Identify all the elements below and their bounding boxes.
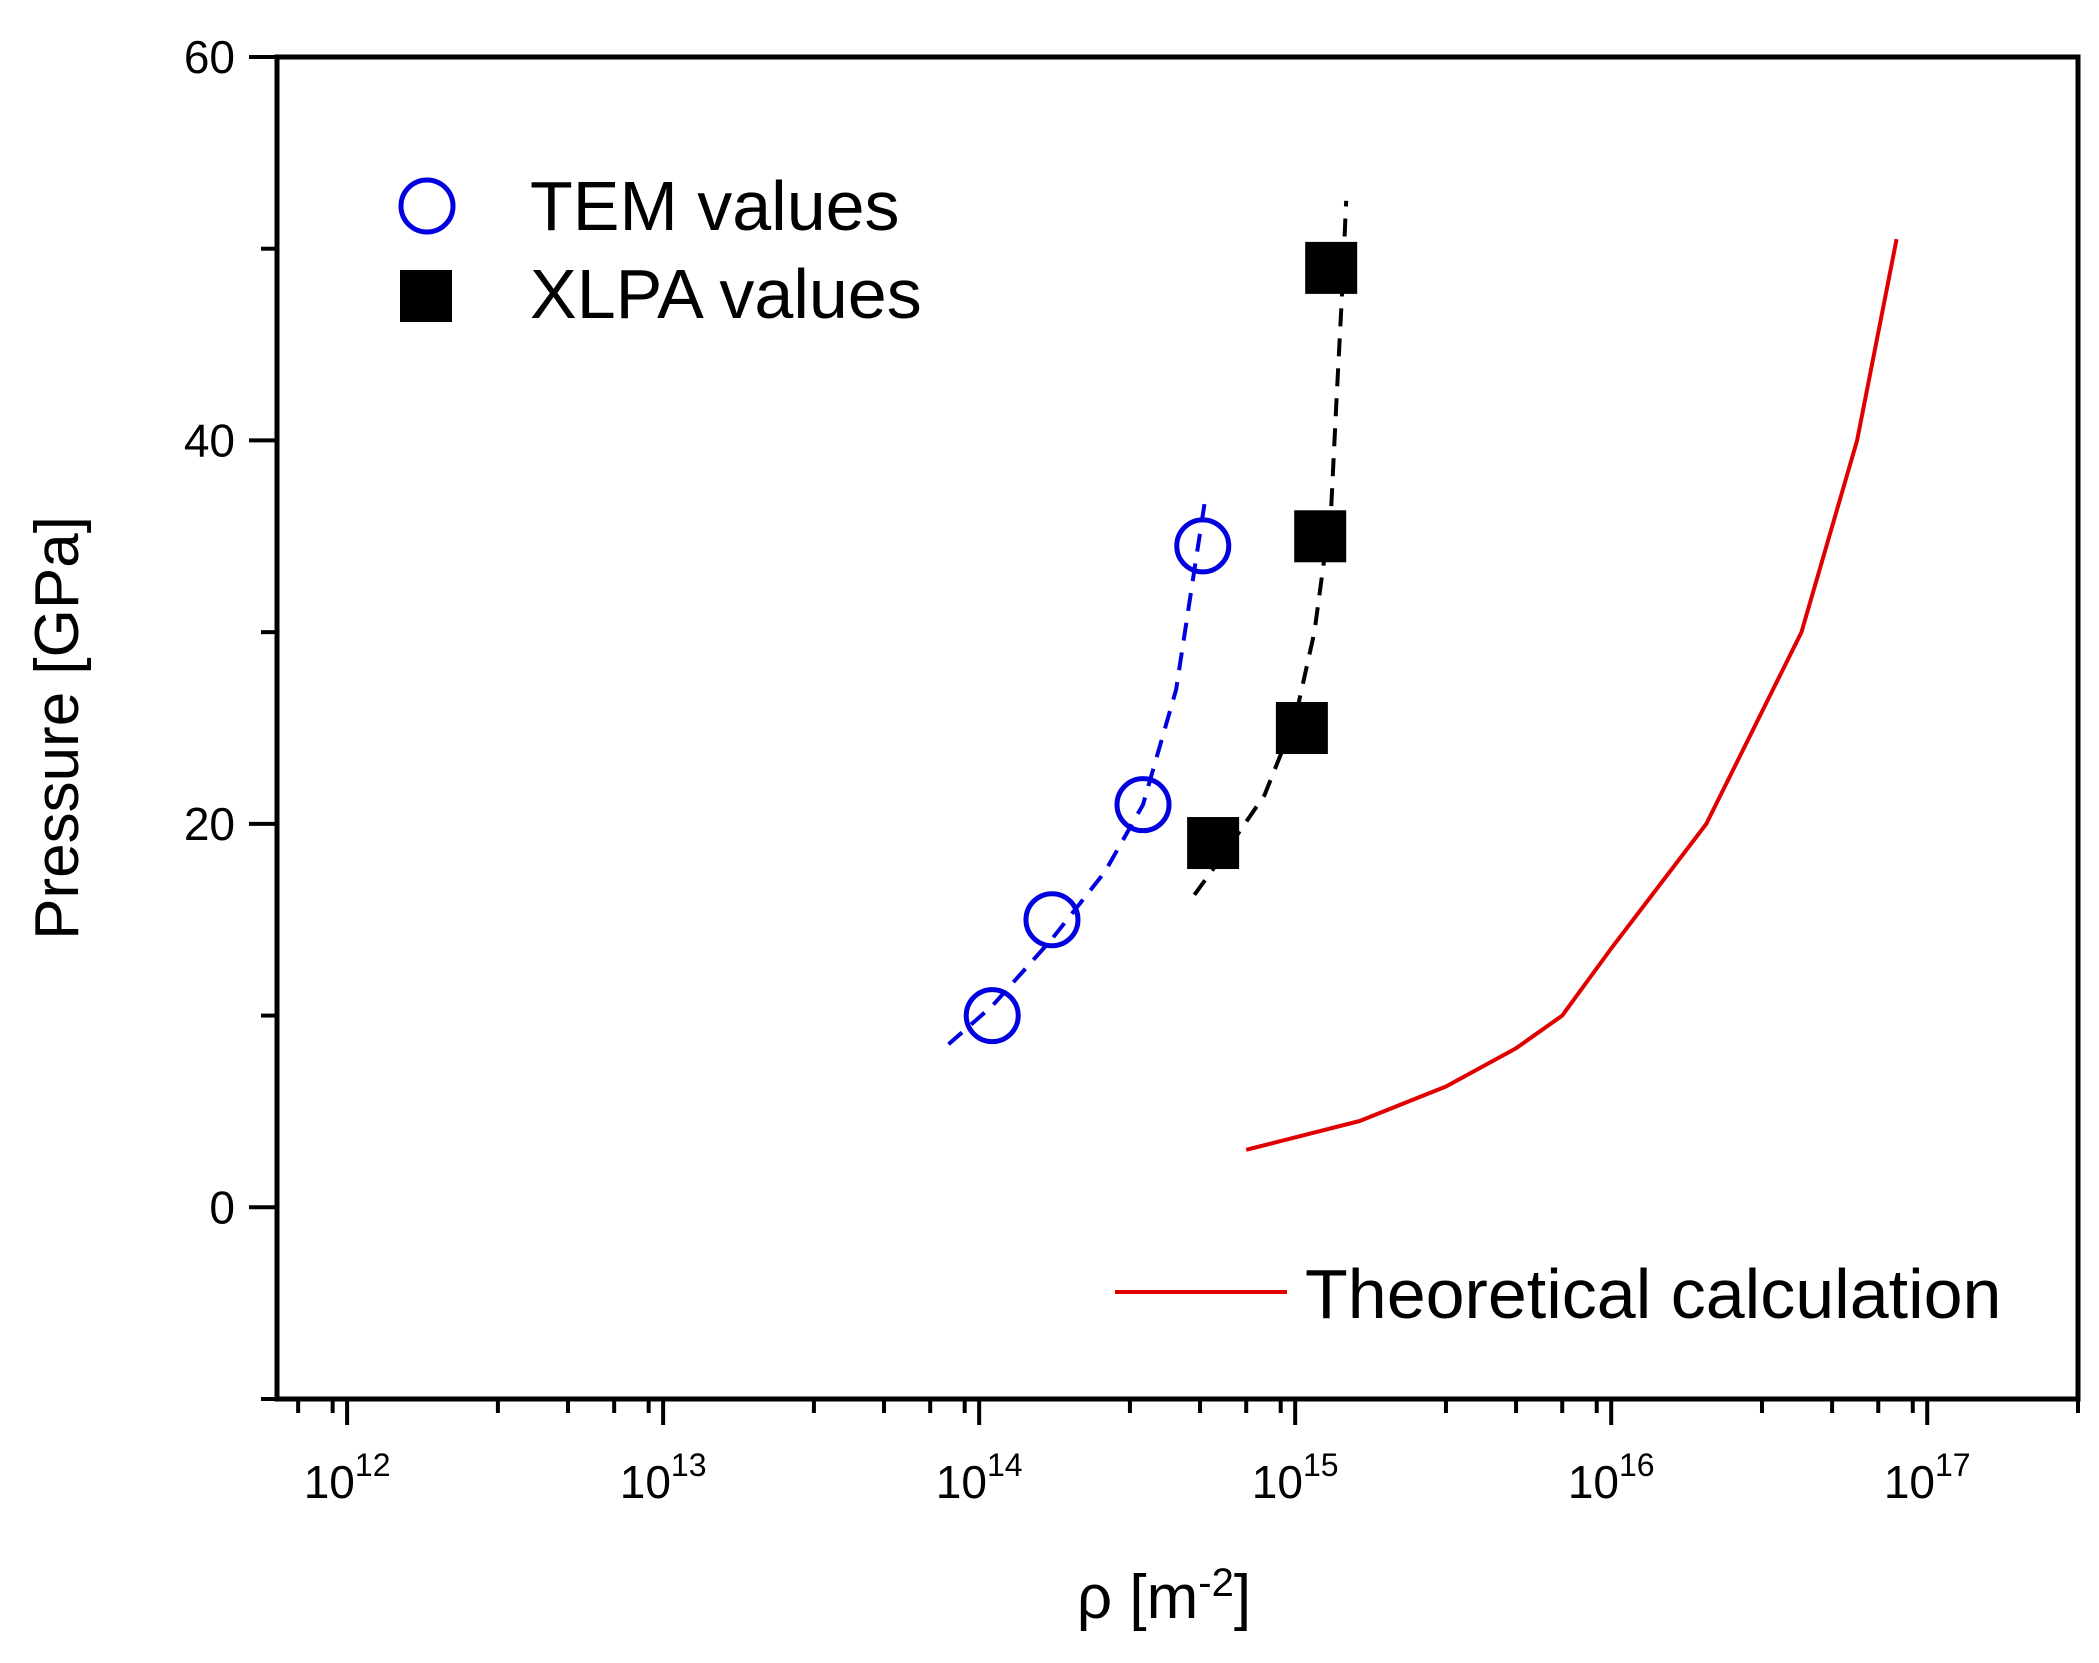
x-tick-label-base: 10 [1884, 1456, 1935, 1508]
legend-xlpa-label: XLPA values [530, 255, 922, 333]
legend-tem-label: TEM values [530, 167, 900, 245]
legend-top: TEM values XLPA values [398, 167, 922, 333]
legend-bottom: Theoretical calculation [1115, 1255, 2001, 1333]
legend-theory-label: Theoretical calculation [1305, 1255, 2001, 1333]
x-axis-title-sup: -2 [1198, 1561, 1234, 1605]
x-tick-label-exponent: 14 [987, 1447, 1023, 1483]
x-axis: 1012 1013 1014 1015 1016 1017 [296, 1399, 2080, 1508]
x-tick-label-base: 10 [1252, 1456, 1303, 1508]
x-tick-label-base: 10 [304, 1456, 355, 1508]
xlpa-values-point [1275, 702, 1328, 754]
legend-tem-marker [398, 177, 456, 235]
y-tick-label: 40 [184, 414, 235, 466]
x-axis-title-end: ] [1234, 1563, 1251, 1632]
x-tick-label: 1015 [1252, 1447, 1339, 1508]
tem-fit-line [947, 497, 1208, 1046]
xlpa-fit-line [1192, 200, 1349, 896]
x-tick-label-exponent: 17 [1935, 1447, 1971, 1483]
x-tick-label-exponent: 13 [671, 1447, 707, 1483]
tem-values-point [1114, 776, 1172, 834]
x-axis-title: ρ [m-2] [1077, 1561, 1251, 1632]
tem-values-point [1023, 891, 1081, 949]
xlpa-values-point [1294, 510, 1347, 563]
y-tick-label: 60 [184, 31, 235, 83]
x-tick-label: 1016 [1568, 1447, 1655, 1508]
y-tick-label: 0 [209, 1181, 235, 1233]
tem-values-point [963, 987, 1021, 1045]
plot-frame [274, 54, 2081, 1402]
x-tick-label-base: 10 [620, 1456, 671, 1508]
x-tick-label-base: 10 [936, 1456, 987, 1508]
legend-xlpa-marker [400, 270, 452, 322]
x-tick-label: 1013 [620, 1447, 707, 1508]
tem-values-point [1174, 517, 1232, 575]
x-tick-label: 1014 [936, 1447, 1023, 1508]
x-tick-label-exponent: 16 [1619, 1447, 1655, 1483]
x-tick-label: 1017 [1884, 1447, 1971, 1508]
x-tick-label-exponent: 15 [1303, 1447, 1339, 1483]
theoretical-calculation-line [1245, 238, 1899, 1152]
series-layer [947, 200, 1899, 1152]
y-tick-label: 20 [184, 798, 235, 850]
x-tick-label-exponent: 12 [355, 1447, 391, 1483]
x-axis-title-main: ρ [m [1077, 1563, 1198, 1632]
y-axis-title: Pressure [GPa] [23, 516, 92, 940]
x-tick-label-base: 10 [1568, 1456, 1619, 1508]
xlpa-values-point [1305, 241, 1358, 294]
x-tick-label: 1012 [304, 1447, 391, 1508]
y-axis: 0 20 40 60 [184, 31, 277, 1401]
